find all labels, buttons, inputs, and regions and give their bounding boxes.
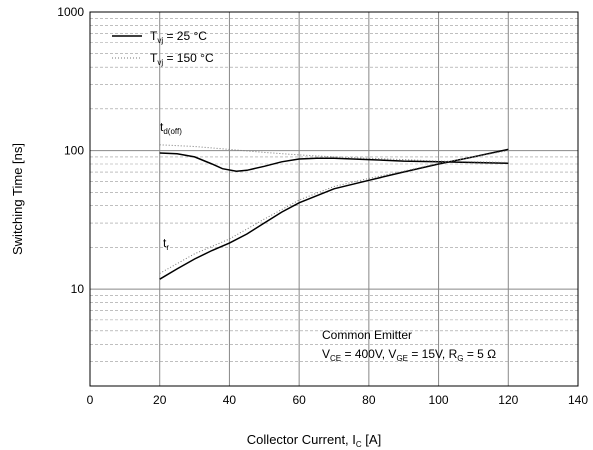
series-line-td_off-25C	[159, 152, 509, 172]
x-tick-label: 20	[153, 393, 167, 407]
x-tick-label: 120	[498, 393, 518, 407]
legend-label-1: Tvj = 25 °C	[150, 29, 207, 45]
x-tick-label: 40	[223, 393, 237, 407]
conditions-line-1: Common Emitter	[322, 328, 412, 342]
series-group	[159, 144, 509, 280]
annotations: td(off) tr Common Emitter VCE = 400V, VGE =…	[160, 120, 496, 363]
series-line-tr-25C	[159, 148, 509, 280]
plot-frame	[89, 11, 579, 387]
legend: Tvj = 25 °C Tvj = 150 °C	[112, 29, 214, 67]
y-axis-label: Switching Time [ns]	[10, 143, 25, 255]
legend-label-2: Tvj = 150 °C	[150, 51, 214, 67]
x-tick-label: 100	[429, 393, 449, 407]
x-tick-label: 140	[568, 393, 588, 407]
series-line-tr-150C	[159, 150, 509, 274]
x-tick-label: 80	[362, 393, 376, 407]
x-tick-label: 60	[292, 393, 306, 407]
grid	[90, 12, 578, 386]
conditions-line-2: VCE = 400V, VGE = 15V, RG = 5 Ω	[322, 347, 496, 363]
x-tick-label: 0	[87, 393, 94, 407]
x-axis-label: Collector Current, IC [A]	[247, 432, 381, 449]
tick-labels: 0 20 40 60 80 100 120 140 10 100 1000	[57, 5, 588, 407]
y-tick-label: 10	[71, 282, 85, 296]
y-tick-label: 1000	[57, 5, 84, 19]
y-tick-label: 100	[64, 144, 84, 158]
curve-label-tr: tr	[163, 236, 169, 252]
curve-label-td-off: td(off)	[160, 120, 182, 136]
